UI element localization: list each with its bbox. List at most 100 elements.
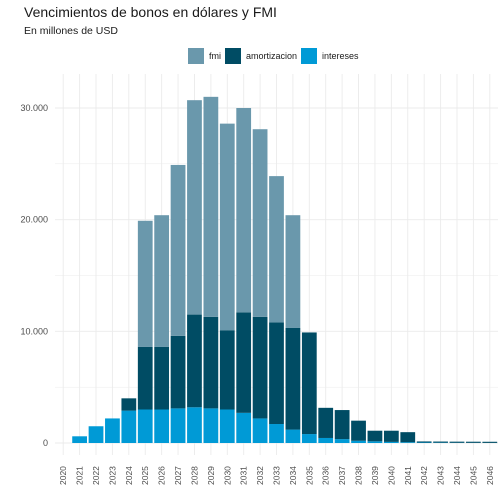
bar-amortizacion-2030 xyxy=(219,330,235,410)
y-tick-label: 20.000 xyxy=(20,215,48,225)
legend-label-amortizacion: amortizacion xyxy=(246,51,298,61)
x-tick-label: 2041 xyxy=(403,466,413,485)
x-tick-label: 2045 xyxy=(468,466,478,485)
bar-intereses-2034 xyxy=(285,429,301,443)
bar-fmi-2031 xyxy=(236,108,252,313)
bar-amortizacion-2024 xyxy=(121,398,137,411)
legend: fmi amortizacion intereses xyxy=(188,47,363,65)
x-tick-label: 2046 xyxy=(485,466,495,485)
bar-amortizacion-2029 xyxy=(203,316,219,409)
bar-intereses-2039 xyxy=(367,441,383,443)
bar-intereses-2024 xyxy=(121,410,137,443)
legend-item-fmi: fmi xyxy=(188,48,221,64)
bar-intereses-2040 xyxy=(383,441,399,443)
x-tick-label: 2043 xyxy=(436,466,446,485)
bar-intereses-2032 xyxy=(252,418,268,443)
legend-swatch-intereses xyxy=(301,48,318,64)
x-tick-label: 2032 xyxy=(255,466,265,485)
bar-intereses-2036 xyxy=(318,437,334,443)
bar-amortizacion-2041 xyxy=(400,432,416,443)
x-tick-label: 2022 xyxy=(91,466,101,485)
bar-intereses-2026 xyxy=(154,409,170,443)
bars xyxy=(72,96,498,443)
bar-intereses-2021 xyxy=(72,436,87,443)
bar-intereses-2025 xyxy=(137,409,153,443)
bar-amortizacion-2037 xyxy=(334,410,350,440)
bar-fmi-2032 xyxy=(252,129,268,317)
bar-amortizacion-2032 xyxy=(252,316,268,419)
y-tick-label: 30.000 xyxy=(20,103,48,113)
bar-amortizacion-2025 xyxy=(137,346,153,410)
y-tick-label: 0 xyxy=(43,438,48,448)
bar-intereses-2022 xyxy=(88,426,104,443)
bar-fmi-2029 xyxy=(203,96,219,317)
legend-item-intereses: intereses xyxy=(301,48,359,64)
bar-intereses-2023 xyxy=(105,418,120,443)
x-tick-label: 2029 xyxy=(206,466,216,485)
legend-swatch-fmi xyxy=(188,48,204,64)
x-tick-label: 2031 xyxy=(239,466,249,485)
x-tick-label: 2025 xyxy=(140,466,150,485)
bar-amortizacion-2031 xyxy=(236,312,252,413)
x-tick-label: 2033 xyxy=(272,466,282,485)
bar-amortizacion-2028 xyxy=(187,314,202,408)
x-tick-label: 2038 xyxy=(354,466,364,485)
bar-amortizacion-2044 xyxy=(449,441,465,443)
bar-amortizacion-2043 xyxy=(433,441,448,443)
legend-item-amortizacion: amortizacion xyxy=(225,48,297,64)
legend-swatch-amortizacion xyxy=(225,48,241,64)
axis-labels: 0 10.000 20.000 30.000 2020 2021 2022 2023 2024 2… xyxy=(20,103,494,485)
bar-fmi-2025 xyxy=(137,220,153,347)
chart-title: Vencimientos de bonos en dólares y FMI xyxy=(24,4,277,20)
legend-label-fmi: fmi xyxy=(209,51,221,61)
bar-fmi-2026 xyxy=(154,215,170,347)
x-tick-label: 2023 xyxy=(107,466,117,485)
bar-intereses-2033 xyxy=(269,424,284,443)
bar-amortizacion-2033 xyxy=(269,322,284,425)
bar-fmi-2027 xyxy=(170,164,186,336)
x-tick-label: 2034 xyxy=(288,466,298,485)
bar-fmi-2030 xyxy=(219,123,235,331)
bar-amortizacion-2046 xyxy=(482,441,498,443)
bar-amortizacion-2042 xyxy=(416,441,432,443)
bar-amortizacion-2038 xyxy=(351,420,366,441)
x-tick-label: 2021 xyxy=(75,466,85,485)
x-tick-label: 2027 xyxy=(173,466,183,485)
bar-amortizacion-2027 xyxy=(170,335,186,409)
legend-label-intereses: intereses xyxy=(322,51,359,61)
bar-intereses-2027 xyxy=(170,408,186,443)
bar-amortizacion-2045 xyxy=(466,441,481,443)
x-tick-label: 2044 xyxy=(452,466,462,485)
bar-intereses-2037 xyxy=(334,439,350,443)
bar-fmi-2033 xyxy=(269,176,284,323)
x-tick-label: 2042 xyxy=(419,466,429,485)
bar-intereses-2029 xyxy=(203,408,219,443)
x-tick-label: 2036 xyxy=(321,466,331,485)
bar-amortizacion-2036 xyxy=(318,407,334,438)
x-tick-label: 2030 xyxy=(222,466,232,485)
x-tick-label: 2040 xyxy=(386,466,396,485)
bar-intereses-2041 xyxy=(400,442,416,443)
bar-intereses-2030 xyxy=(219,409,235,443)
x-tick-label: 2035 xyxy=(304,466,314,485)
x-tick-label: 2026 xyxy=(157,466,167,485)
x-tick-label: 2039 xyxy=(370,466,380,485)
x-tick-label: 2037 xyxy=(337,466,347,485)
y-tick-label: 10.000 xyxy=(20,326,48,336)
bar-amortizacion-2040 xyxy=(383,430,399,442)
x-tick-label: 2020 xyxy=(58,466,68,485)
bar-amortizacion-2034 xyxy=(285,327,301,430)
bar-fmi-2034 xyxy=(285,215,301,328)
bar-intereses-2028 xyxy=(187,407,202,443)
chart-subtitle: En millones de USD xyxy=(24,25,118,37)
bar-amortizacion-2039 xyxy=(367,430,383,442)
bar-amortizacion-2035 xyxy=(301,332,317,435)
x-tick-label: 2024 xyxy=(124,466,134,485)
bar-amortizacion-2026 xyxy=(154,346,170,410)
bar-intereses-2035 xyxy=(301,434,317,443)
bar-intereses-2031 xyxy=(236,412,252,443)
x-tick-label: 2028 xyxy=(189,466,199,485)
bar-intereses-2038 xyxy=(351,440,366,443)
bar-fmi-2028 xyxy=(187,100,202,315)
